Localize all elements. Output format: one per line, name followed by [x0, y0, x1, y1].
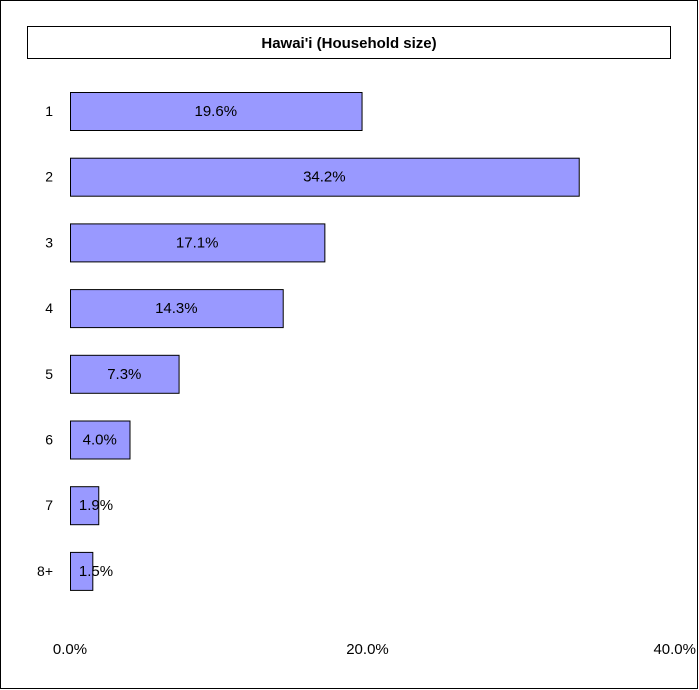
- value-label-4: 14.3%: [155, 300, 198, 317]
- category-label-2: 2: [45, 169, 53, 185]
- value-label-3: 17.1%: [176, 234, 219, 251]
- category-label-5: 5: [45, 366, 53, 382]
- value-label-8+: 1.5%: [79, 563, 113, 580]
- category-label-3: 3: [45, 234, 53, 250]
- category-label-4: 4: [45, 300, 53, 316]
- bar-5: [70, 354, 180, 394]
- category-label-1: 1: [45, 103, 53, 119]
- bar-1: [70, 92, 363, 131]
- chart-title: Hawai'i (Household size): [261, 35, 436, 52]
- category-label-6: 6: [45, 432, 53, 448]
- value-label-2: 34.2%: [303, 169, 346, 186]
- bar-8+: [70, 551, 94, 591]
- bar-6: [70, 420, 131, 460]
- value-label-5: 7.3%: [107, 366, 141, 383]
- title-box: [27, 26, 671, 59]
- x-tick-label: 40.0%: [653, 641, 696, 658]
- category-label-8+: 8+: [37, 563, 53, 579]
- bar-3: [70, 223, 326, 263]
- value-label-1: 19.6%: [195, 103, 238, 120]
- x-axis: 0.0% 20.0% 40.0%: [53, 641, 696, 658]
- value-label-6: 4.0%: [83, 432, 117, 449]
- bars-group: 1 19.6% 2 34.2% 3 17.1% 4 14.3% 5 7.3% 6 4.0% 7 1.9% 8…: [37, 92, 580, 591]
- bar-2: [70, 157, 580, 197]
- bar-7: [70, 486, 100, 526]
- value-label-7: 1.9%: [79, 497, 113, 514]
- category-label-7: 7: [45, 497, 53, 513]
- x-tick-label: 20.0%: [346, 641, 389, 658]
- bar-4: [70, 289, 284, 329]
- x-tick-label: 0.0%: [53, 641, 87, 658]
